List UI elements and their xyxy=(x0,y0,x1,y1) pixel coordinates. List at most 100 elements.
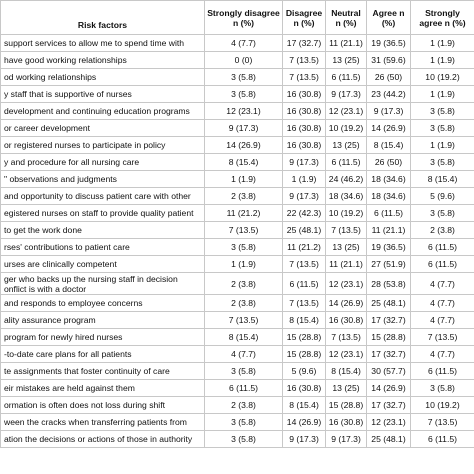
count-cell: 2 (3.8) xyxy=(410,221,474,239)
count-cell: 14 (26.9) xyxy=(325,294,367,312)
count-cell: 9 (17.3) xyxy=(366,102,411,120)
table-row: program for newly hired nurses 8 (15.4) 15… xyxy=(0,328,474,346)
header-cell: Neutral n (%) xyxy=(325,0,367,35)
count-cell: 12 (23.1) xyxy=(366,413,411,431)
count-cell: 23 (44.2) xyxy=(366,85,411,103)
count-cell: 12 (23.1) xyxy=(325,102,367,120)
risk-factor-text: y staff that is supportive of nurses xyxy=(4,89,132,99)
table-row: or registered nurses to participate in p… xyxy=(0,136,474,154)
risk-factor-cell: and opportunity to discuss patient care … xyxy=(0,187,205,205)
risk-factor-cell: " observations and judgments xyxy=(0,170,205,188)
count-cell: 3 (5.8) xyxy=(204,68,283,86)
count-cell: 8 (15.4) xyxy=(366,136,411,154)
count-cell: 1 (1.9) xyxy=(410,51,474,69)
count-cell: 7 (13.5) xyxy=(204,311,283,329)
count-cell: 3 (5.8) xyxy=(410,119,474,137)
count-cell: 25 (48.1) xyxy=(366,294,411,312)
risk-factor-text: and responds to employee concerns xyxy=(4,298,143,308)
risk-factor-cell: development and continuing education pro… xyxy=(0,102,205,120)
table-row: ween the cracks when transferring patien… xyxy=(0,413,474,431)
count-cell: 13 (25) xyxy=(325,136,367,154)
count-cell: 16 (30.8) xyxy=(282,102,326,120)
count-cell: 1 (1.9) xyxy=(410,85,474,103)
count-cell: 15 (28.8) xyxy=(282,345,326,363)
table-row: or career development 9 (17.3) 16 (30.8) 10… xyxy=(0,119,474,137)
risk-factor-cell: ger who backs up the nursing staff in de… xyxy=(0,272,205,295)
count-cell: 3 (5.8) xyxy=(204,85,283,103)
count-cell: 9 (17.3) xyxy=(325,430,367,448)
count-cell: 5 (9.6) xyxy=(410,187,474,205)
count-cell: 27 (51.9) xyxy=(366,255,411,273)
count-cell: 3 (5.8) xyxy=(410,379,474,397)
table-row: " observations and judgments 1 (1.9) 1 (1.… xyxy=(0,170,474,188)
risk-factor-text: rses' contributions to patient care xyxy=(4,242,130,252)
header-cell: Strongly agree n (%) xyxy=(410,0,474,35)
risk-factor-cell: ality assurance program xyxy=(0,311,205,329)
table-row: egistered nurses on staff to provide qua… xyxy=(0,204,474,222)
count-cell: 1 (1.9) xyxy=(204,170,283,188)
count-cell: 6 (11.5) xyxy=(282,272,326,295)
count-cell: 2 (3.8) xyxy=(204,187,283,205)
risk-factor-text: to get the work done xyxy=(4,225,82,235)
count-cell: 2 (3.8) xyxy=(204,396,283,414)
count-cell: 13 (25) xyxy=(325,51,367,69)
count-cell: 15 (28.8) xyxy=(282,328,326,346)
risk-table: Risk factors Strongly disagree n (%) Disag… xyxy=(0,0,474,448)
risk-factor-text: ween the cracks when transferring patien… xyxy=(4,417,187,427)
risk-factor-cell: egistered nurses on staff to provide qua… xyxy=(0,204,205,222)
count-cell: 12 (23.1) xyxy=(325,272,367,295)
table-row: and opportunity to discuss patient care … xyxy=(0,187,474,205)
risk-factor-cell: ation the decisions or actions of those … xyxy=(0,430,205,448)
count-cell: 10 (19.2) xyxy=(410,396,474,414)
count-cell: 8 (15.4) xyxy=(282,396,326,414)
count-cell: 17 (32.7) xyxy=(282,34,326,52)
table-row: te assignments that foster continuity of… xyxy=(0,362,474,380)
count-cell: 3 (5.8) xyxy=(204,430,283,448)
risk-factor-text: urses are clinically competent xyxy=(4,259,117,269)
table-row: y staff that is supportive of nurses 3 (5… xyxy=(0,85,474,103)
risk-factor-cell: od working relationships xyxy=(0,68,205,86)
count-cell: 4 (7.7) xyxy=(410,311,474,329)
count-cell: 18 (34.6) xyxy=(366,170,411,188)
count-cell: 3 (5.8) xyxy=(410,102,474,120)
table-row: urses are clinically competent 1 (1.9) 7 (… xyxy=(0,255,474,273)
count-cell: 9 (17.3) xyxy=(282,430,326,448)
count-cell: 6 (11.5) xyxy=(410,238,474,256)
count-cell: 16 (30.8) xyxy=(282,136,326,154)
risk-factor-cell: have good working relationships xyxy=(0,51,205,69)
header-cell: Risk factors xyxy=(0,0,205,35)
header-cell: Agree n (%) xyxy=(366,0,411,35)
table-row: -to-date care plans for all patients 4 (7… xyxy=(0,345,474,363)
count-cell: 17 (32.7) xyxy=(366,396,411,414)
count-cell: 7 (13.5) xyxy=(282,51,326,69)
count-cell: 16 (30.8) xyxy=(282,119,326,137)
count-cell: 6 (11.5) xyxy=(325,153,367,171)
count-cell: 1 (1.9) xyxy=(410,34,474,52)
count-cell: 1 (1.9) xyxy=(204,255,283,273)
count-cell: 11 (21.2) xyxy=(204,204,283,222)
risk-factor-cell: urses are clinically competent xyxy=(0,255,205,273)
count-cell: 17 (32.7) xyxy=(366,311,411,329)
count-cell: 13 (25) xyxy=(325,379,367,397)
count-cell: 15 (28.8) xyxy=(366,328,411,346)
risk-factor-text: ality assurance program xyxy=(4,315,96,325)
count-cell: 14 (26.9) xyxy=(366,119,411,137)
count-cell: 31 (59.6) xyxy=(366,51,411,69)
risk-factor-text: -to-date care plans for all patients xyxy=(4,349,132,359)
risk-factor-cell: y staff that is supportive of nurses xyxy=(0,85,205,103)
risk-factor-text: ation the decisions or actions of those … xyxy=(4,434,193,444)
count-cell: 7 (13.5) xyxy=(410,328,474,346)
count-cell: 6 (11.5) xyxy=(410,255,474,273)
count-cell: 28 (53.8) xyxy=(366,272,411,295)
table-row: ormation is often does not loss during s… xyxy=(0,396,474,414)
risk-factor-cell: program for newly hired nurses xyxy=(0,328,205,346)
count-cell: 3 (5.8) xyxy=(204,413,283,431)
header-cell: Strongly disagree n (%) xyxy=(204,0,283,35)
count-cell: 14 (26.9) xyxy=(282,413,326,431)
table-body: support services to allow me to spend ti… xyxy=(0,34,474,448)
risk-factor-cell: support services to allow me to spend ti… xyxy=(0,34,205,52)
count-cell: 1 (1.9) xyxy=(282,170,326,188)
table-row: have good working relationships 0 (0) 7 (1… xyxy=(0,51,474,69)
risk-factor-cell: te assignments that foster continuity of… xyxy=(0,362,205,380)
count-cell: 11 (21.1) xyxy=(366,221,411,239)
